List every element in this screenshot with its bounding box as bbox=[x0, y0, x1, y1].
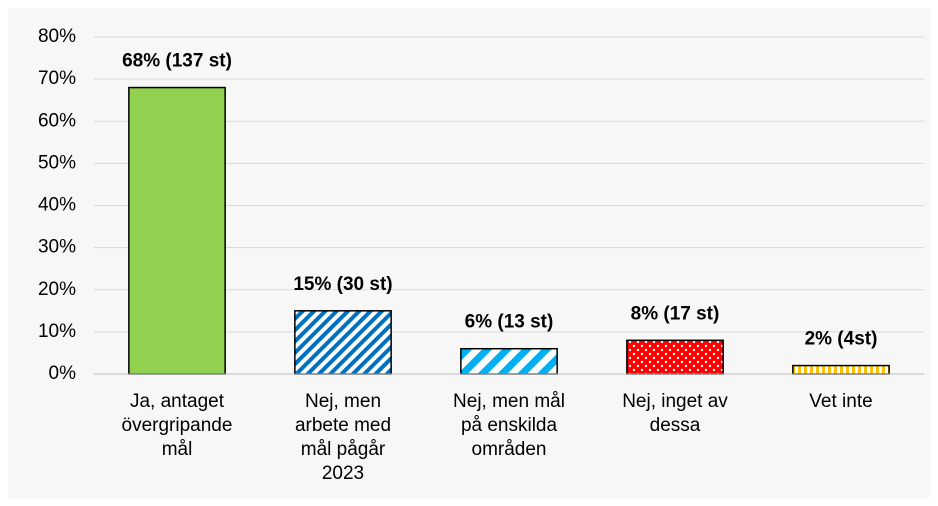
value-label: 6% (13 st) bbox=[465, 312, 554, 333]
y-tick-label: 40% bbox=[38, 195, 76, 216]
x-tick-label: Nej, men mål bbox=[453, 391, 565, 412]
x-tick-label: mål pågår bbox=[301, 439, 386, 460]
bar bbox=[128, 86, 226, 375]
y-tick-label: 70% bbox=[38, 68, 76, 89]
y-tick-label: 20% bbox=[38, 279, 76, 300]
x-tick-label: dessa bbox=[650, 415, 701, 436]
bar bbox=[626, 339, 724, 375]
x-tick-label: Vet inte bbox=[809, 391, 872, 412]
x-tick-label: 2023 bbox=[322, 463, 364, 484]
y-tick-label: 0% bbox=[49, 363, 77, 384]
y-tick-label: 50% bbox=[38, 152, 76, 173]
x-tick-label: arbete med bbox=[295, 415, 391, 436]
y-tick-label: 30% bbox=[38, 237, 76, 258]
x-tick-label: Nej, inget av bbox=[622, 391, 728, 412]
x-tick-label: mål bbox=[162, 439, 193, 460]
bar bbox=[294, 310, 392, 375]
x-tick-label: områden bbox=[472, 439, 547, 460]
value-label: 8% (17 st) bbox=[631, 303, 720, 324]
x-tick-label: på enskilda bbox=[461, 415, 558, 436]
bar bbox=[792, 364, 890, 375]
x-tick-label: Ja, antaget bbox=[130, 391, 225, 412]
value-label: 15% (30 st) bbox=[293, 274, 392, 295]
y-tick-label: 10% bbox=[38, 321, 76, 342]
x-tick-label: övergripande bbox=[122, 415, 233, 436]
value-label: 2% (4st) bbox=[805, 329, 878, 350]
y-tick-label: 60% bbox=[38, 110, 76, 131]
value-label: 68% (137 st) bbox=[122, 51, 232, 72]
x-tick-label: Nej, men bbox=[305, 391, 381, 412]
bar bbox=[460, 347, 558, 375]
y-tick-label: 80% bbox=[38, 26, 76, 47]
